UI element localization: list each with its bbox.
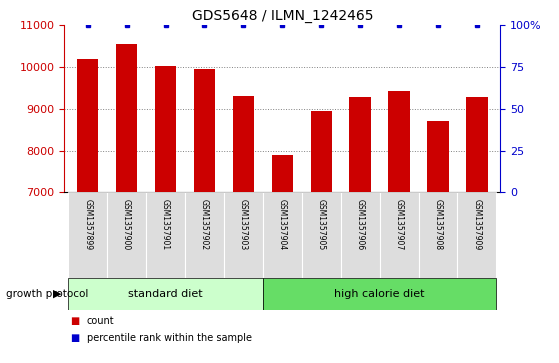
Bar xyxy=(68,278,263,310)
Bar xyxy=(349,97,371,192)
Bar xyxy=(389,91,410,192)
Bar xyxy=(419,192,457,278)
Text: GSM1357903: GSM1357903 xyxy=(239,199,248,250)
Bar xyxy=(68,192,107,278)
Text: growth protocol: growth protocol xyxy=(6,289,88,299)
Text: standard diet: standard diet xyxy=(128,289,203,299)
Text: ■: ■ xyxy=(70,333,79,343)
Bar xyxy=(224,192,263,278)
Text: GSM1357902: GSM1357902 xyxy=(200,199,209,250)
Text: high calorie diet: high calorie diet xyxy=(334,289,425,299)
Text: GSM1357908: GSM1357908 xyxy=(434,199,443,250)
Text: GSM1357906: GSM1357906 xyxy=(356,199,364,250)
Bar xyxy=(263,192,302,278)
Bar xyxy=(194,69,215,192)
Bar xyxy=(457,192,496,278)
Text: GSM1357901: GSM1357901 xyxy=(161,199,170,250)
Text: GSM1357907: GSM1357907 xyxy=(395,199,404,250)
Bar xyxy=(272,155,293,192)
Bar xyxy=(107,192,146,278)
Bar xyxy=(427,121,449,192)
Bar xyxy=(155,66,176,192)
Bar xyxy=(340,192,380,278)
Bar xyxy=(77,59,98,192)
Bar xyxy=(116,44,138,192)
Text: GSM1357905: GSM1357905 xyxy=(317,199,326,250)
Title: GDS5648 / ILMN_1242465: GDS5648 / ILMN_1242465 xyxy=(192,9,373,23)
Bar xyxy=(466,97,487,192)
Bar xyxy=(233,95,254,192)
Text: GSM1357900: GSM1357900 xyxy=(122,199,131,250)
Text: GSM1357904: GSM1357904 xyxy=(278,199,287,250)
Text: GSM1357909: GSM1357909 xyxy=(472,199,481,250)
Text: GSM1357899: GSM1357899 xyxy=(83,199,92,250)
Bar xyxy=(146,192,185,278)
Bar xyxy=(380,192,419,278)
Bar xyxy=(263,278,496,310)
Bar xyxy=(302,192,340,278)
Text: count: count xyxy=(87,316,114,326)
Text: ■: ■ xyxy=(70,316,79,326)
Text: ▶: ▶ xyxy=(53,289,61,299)
Bar xyxy=(185,192,224,278)
Bar xyxy=(310,111,332,192)
Text: percentile rank within the sample: percentile rank within the sample xyxy=(87,333,252,343)
